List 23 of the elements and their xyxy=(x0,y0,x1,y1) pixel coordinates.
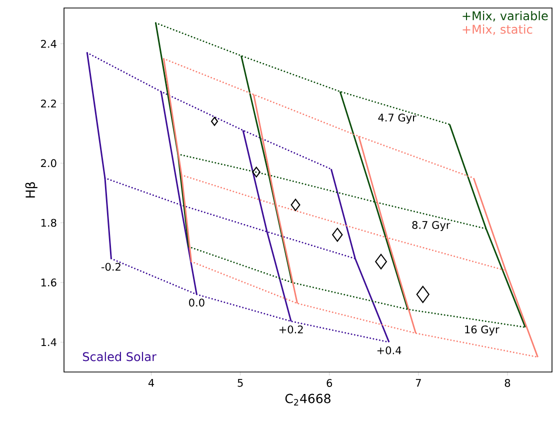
annotation: 8.7 Gyr xyxy=(412,221,450,232)
y-tick-label: 1.4 xyxy=(41,338,56,346)
y-axis-title: Hβ xyxy=(25,182,38,198)
annotation: 4.7 Gyr xyxy=(378,114,416,124)
y-tick-label: 2.2 xyxy=(41,100,56,108)
annotation: 16 Gyr xyxy=(465,325,500,336)
y-tick-label: 2.0 xyxy=(41,159,56,168)
annotation: 0.0 xyxy=(189,298,204,307)
y-tick-label: 2.4 xyxy=(41,40,56,48)
x-tick-label: 8 xyxy=(504,379,510,387)
text: +Mix, static xyxy=(462,24,532,36)
x-tick-label: 4 xyxy=(148,379,154,387)
x-axis-title: C$_{2}$4668 xyxy=(285,394,330,406)
text: +Mix, variable xyxy=(462,11,548,22)
annotation: +0.2 xyxy=(279,325,303,334)
y-tick-label: 1.8 xyxy=(41,218,56,227)
annotation: -0.2 xyxy=(101,262,120,271)
x-tick-label: 7 xyxy=(416,379,421,387)
text: Scaled Solar xyxy=(82,352,156,362)
x-tick-label: 6 xyxy=(326,379,332,387)
x-tick-label: 5 xyxy=(238,379,243,387)
annotation: +0.4 xyxy=(377,346,402,354)
y-tick-label: 1.6 xyxy=(41,278,56,286)
